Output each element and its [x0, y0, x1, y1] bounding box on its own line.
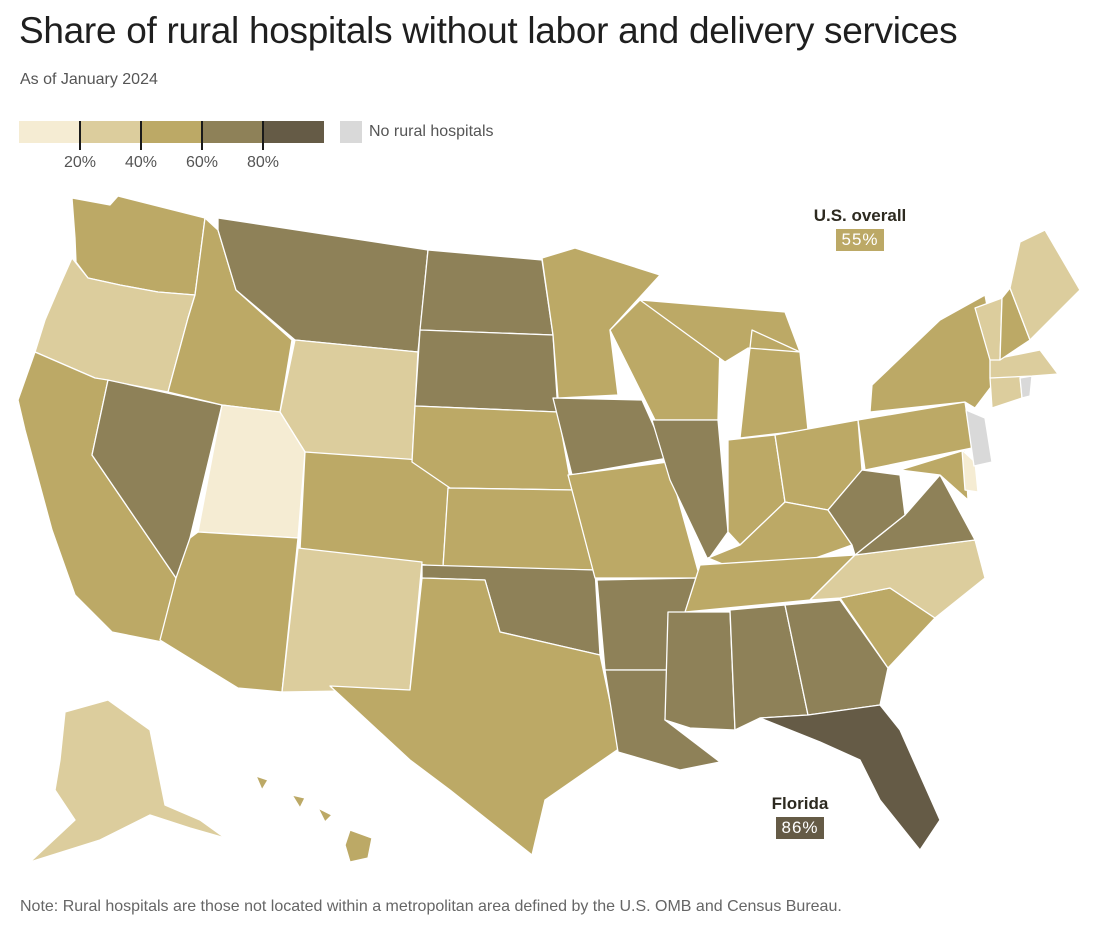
state-KS — [442, 487, 596, 571]
legend-swatch-60-80 — [202, 121, 263, 143]
legend-swatch-80-100 — [263, 121, 324, 143]
color-legend: 20% 40% 60% 80% No rural hospitals — [19, 121, 539, 181]
state-WV — [827, 469, 906, 556]
state-TX — [329, 577, 621, 856]
state-ME — [1009, 229, 1081, 341]
state-ND — [419, 249, 554, 336]
state-AZ — [159, 531, 299, 693]
callout-us-overall: U.S. overall 55% — [800, 206, 920, 251]
callout-us-overall-label: U.S. overall — [813, 206, 907, 225]
chart-subtitle: As of January 2024 — [20, 71, 158, 88]
state-IL — [651, 419, 729, 561]
state-CT — [989, 374, 1023, 409]
state-UT — [197, 404, 306, 539]
state-RI — [1019, 375, 1033, 399]
legend-tick-label: 80% — [246, 154, 280, 171]
state-HI — [255, 775, 373, 863]
state-NM — [281, 547, 423, 693]
state-DE — [961, 449, 979, 493]
state-SD — [414, 329, 559, 413]
state-MD — [899, 449, 969, 501]
state-NJ — [965, 409, 993, 467]
callout-florida-label: Florida — [771, 794, 829, 813]
callout-florida: Florida 86% — [750, 794, 850, 839]
state-MA — [989, 349, 1059, 379]
state-MN — [541, 247, 661, 399]
state-MS — [664, 611, 736, 731]
callout-us-overall-value: 55% — [836, 229, 884, 251]
state-FL — [759, 704, 941, 851]
legend-tick-label: 60% — [185, 154, 219, 171]
callout-florida-value: 86% — [776, 817, 824, 839]
legend-tick — [79, 121, 81, 150]
legend-no-data-swatch — [340, 121, 362, 143]
legend-swatch-0-20 — [19, 121, 80, 143]
legend-tick — [262, 121, 264, 150]
state-GA — [784, 599, 889, 716]
legend-tick — [201, 121, 203, 150]
state-AK — [29, 699, 226, 863]
state-WY — [279, 339, 419, 463]
legend-swatch-20-40 — [80, 121, 141, 143]
legend-swatch-40-60 — [141, 121, 202, 143]
legend-tick-label: 40% — [124, 154, 158, 171]
state-CA — [17, 351, 177, 643]
state-NY — [869, 294, 1001, 413]
footnote: Note: Rural hospitals are those not loca… — [20, 898, 842, 915]
state-MI — [639, 299, 809, 439]
chart-title: Share of rural hospitals without labor a… — [19, 10, 958, 51]
legend-no-data-label: No rural hospitals — [369, 123, 494, 140]
state-NE — [411, 405, 573, 491]
legend-tick-label: 20% — [63, 154, 97, 171]
us-state-map — [17, 195, 1081, 863]
legend-tick — [140, 121, 142, 150]
